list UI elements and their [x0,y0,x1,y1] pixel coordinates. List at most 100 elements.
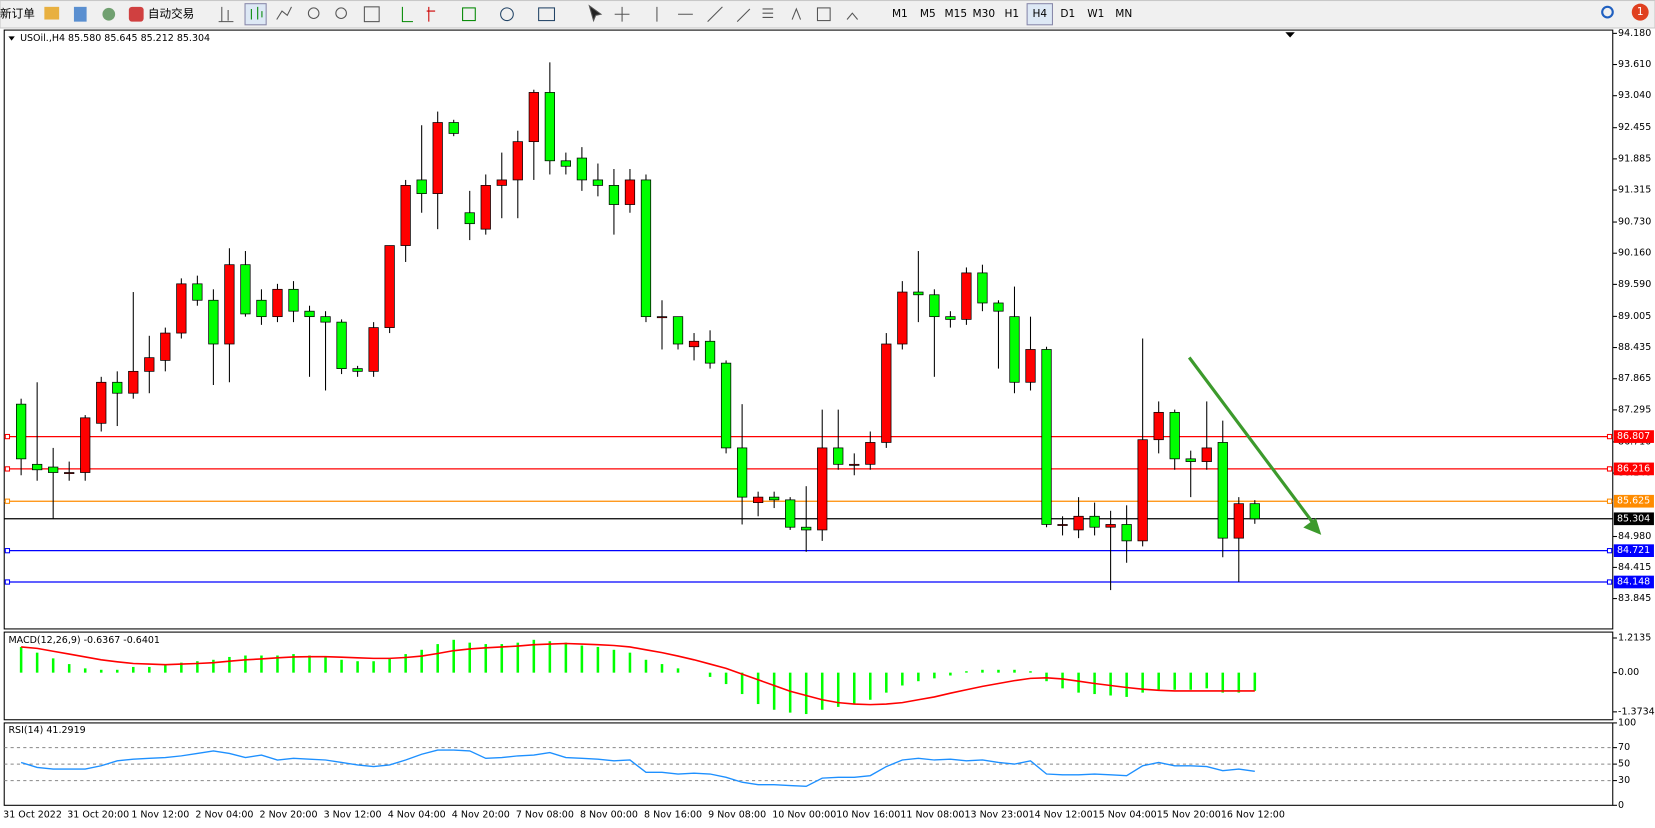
candle-body [64,472,75,474]
icon[interactable] [218,6,234,23]
timeframe-button[interactable]: M5 [920,8,936,20]
macd-bar [516,642,520,673]
line-handle [4,579,11,585]
y-tick-label: 91.885 [1618,153,1651,164]
y-tick-label: 0 [1618,800,1624,811]
icon[interactable] [846,12,859,20]
candle-body [256,299,267,318]
macd-bar [949,672,952,676]
new-order-button[interactable]: 新订单 [0,7,35,21]
x-tick-label: 4 Nov 04:00 [388,809,446,820]
icon[interactable] [426,6,436,22]
signal-line [21,642,1255,706]
timeframe-button[interactable]: M15 [945,8,968,20]
timeframe-button[interactable]: D1 [1060,8,1075,20]
x-tick-label: 15 Nov 20:00 [1157,809,1221,820]
x-tick-label: 11 Nov 08:00 [900,809,964,820]
macd-bar [356,661,359,673]
menu-arrow [8,36,15,41]
timeframe-button[interactable]: H4 [1032,8,1047,20]
macd-bar [1013,669,1016,673]
icon[interactable] [791,7,802,20]
macd-bar [836,672,840,707]
macd-bar [468,642,472,673]
macd-bar [67,664,71,673]
timeframe-button[interactable]: M1 [892,8,908,20]
candle-body [1041,349,1052,525]
macd-bar [1077,672,1080,693]
icon[interactable] [500,7,514,22]
macd-title: MACD(12,26,9) -0.6367 -0.6401 [8,635,160,646]
timeframe-button[interactable]: M30 [973,8,996,20]
y-tick-label: 100 [1618,717,1636,728]
icon[interactable] [816,7,831,22]
icon[interactable] [102,7,116,21]
macd-bar [83,668,87,673]
macd-bar [580,645,584,673]
macd-bar [612,649,616,673]
timeframe-button[interactable]: MN [1115,8,1132,20]
shift-marker [1285,32,1295,38]
price-label-bg [1613,430,1654,443]
icon[interactable] [462,7,476,22]
candle-body [1169,411,1180,460]
icon[interactable] [588,4,603,23]
candle-body [704,340,716,364]
candle-body [977,272,988,304]
icon[interactable] [335,7,347,19]
macd-bar [965,671,968,673]
icon[interactable] [244,3,267,26]
timeframe-button[interactable]: W1 [1087,8,1104,20]
icon[interactable] [363,6,380,23]
icon[interactable] [250,6,263,20]
macd-bar [644,659,648,673]
timeframe-button[interactable]: H1 [1004,8,1019,20]
macd-bar [484,644,488,673]
candle-body [16,403,27,460]
macd-bar [115,669,119,673]
candle-body [352,368,363,372]
candle-body [368,327,379,372]
candle-body [80,417,91,473]
candle-body [480,185,491,230]
y-tick-label: 90.160 [1618,248,1651,259]
toolbar: 新订单 自动交易 M1 M5 M15 M30 H1 H4 D1 W1 MN [0,0,1655,29]
line-handle [4,548,11,554]
macd-bar [1253,672,1257,691]
macd-bar [1109,672,1112,696]
candle-body [128,370,139,394]
candle-body [688,340,700,348]
candle-body [1185,458,1196,462]
price-label: 86.216 [1617,463,1650,474]
macd-bar [1029,671,1032,673]
macd-bar [372,661,375,673]
search-icon[interactable] [1601,5,1614,19]
candle-body [512,141,523,181]
macd-bar [901,672,904,686]
icon[interactable] [614,6,630,22]
macd-bar [196,661,199,673]
icon[interactable] [44,6,60,20]
rsi-title: RSI(14) 41.2919 [8,725,85,736]
auto-trading-button[interactable]: 自动交易 [148,7,194,21]
notification-badge[interactable] [1631,3,1649,21]
macd-bar [820,672,824,710]
line-handle [4,433,11,440]
candle-body [849,463,860,466]
macd-bar [35,652,39,673]
macd-bar [132,666,135,673]
icon[interactable] [307,7,320,19]
line-handle [1606,466,1613,472]
auto-trading-icon[interactable] [128,6,144,22]
candle-body [496,179,507,186]
price-label: 84.148 [1617,577,1650,588]
icon[interactable] [73,6,87,22]
icon[interactable] [656,6,774,23]
active-timeframe-bg[interactable] [1026,3,1053,26]
x-tick-label: 31 Oct 2022 [3,809,62,820]
icon[interactable] [538,7,556,22]
notification-count[interactable]: 1 [1637,6,1644,18]
icon[interactable] [401,6,413,23]
icon[interactable] [276,6,292,20]
x-tick-label: 7 Nov 08:00 [516,809,574,820]
